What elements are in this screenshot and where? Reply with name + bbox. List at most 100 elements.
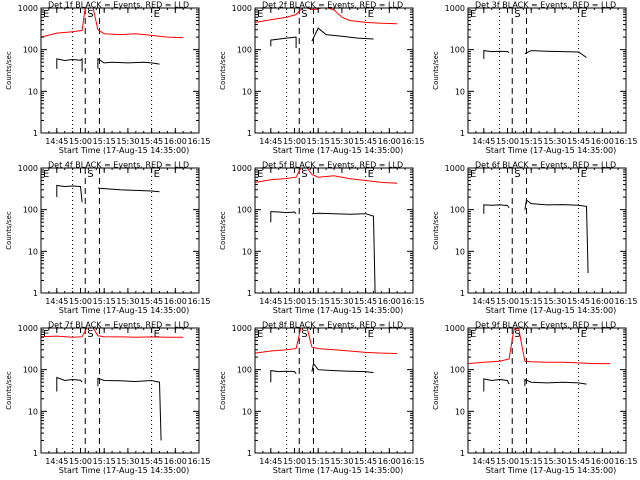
x-tick-label: 15:00 xyxy=(283,297,306,306)
x-axis-label: Start Time (17-Aug-15 14:35:00) xyxy=(59,146,190,155)
events-series-line xyxy=(524,378,587,387)
x-axis-label: Start Time (17-Aug-15 14:35:00) xyxy=(273,146,404,155)
marker-label: E xyxy=(154,9,160,20)
marker-label: E xyxy=(154,329,160,340)
y-tick-label: 1000 xyxy=(18,324,38,333)
events-series-line xyxy=(524,50,587,58)
marker-label: S xyxy=(301,329,307,340)
x-tick-label: 14:45 xyxy=(472,137,495,146)
lld-series-line xyxy=(40,327,184,338)
marker-label: S xyxy=(87,329,93,340)
y-tick-label: 100 xyxy=(450,206,465,215)
x-tick-label: 16:00 xyxy=(378,457,401,466)
events-series-line xyxy=(270,370,297,383)
x-tick-label: 15:00 xyxy=(283,137,306,146)
y-tick-label: 1000 xyxy=(445,324,465,333)
x-tick-label: 15:15 xyxy=(93,457,116,466)
events-series-line xyxy=(311,212,376,294)
y-tick-label: 10 xyxy=(455,247,465,256)
y-axis-label: Counts/sec xyxy=(432,211,440,250)
x-tick-label: 14:45 xyxy=(45,297,68,306)
y-axis-label: Counts/sec xyxy=(5,51,13,90)
marker-label: E xyxy=(43,329,49,340)
events-series-line xyxy=(97,187,160,193)
plot-frame xyxy=(254,327,414,454)
x-tick-label: 15:15 xyxy=(307,137,330,146)
marker-label: S xyxy=(87,169,93,180)
marker-label: E xyxy=(257,329,263,340)
x-axis-label: Start Time (17-Aug-15 14:35:00) xyxy=(273,466,404,475)
x-tick-label: 16:00 xyxy=(378,297,401,306)
events-series-line xyxy=(56,184,83,203)
marker-label: E xyxy=(257,9,263,20)
y-tick-label: 1000 xyxy=(232,4,252,13)
y-tick-label: 1000 xyxy=(445,164,465,173)
x-axis-label: Start Time (17-Aug-15 14:35:00) xyxy=(486,466,617,475)
events-series-line xyxy=(311,362,374,374)
chart-title: Det 8f BLACK = Events, RED = LLD xyxy=(262,321,403,330)
y-tick-label: 10 xyxy=(242,407,252,416)
x-tick-label: 15:15 xyxy=(93,297,116,306)
x-tick-label: 15:30 xyxy=(330,137,353,146)
x-tick-label: 16:15 xyxy=(401,137,424,146)
events-series-line xyxy=(270,211,297,223)
y-tick-label: 1 xyxy=(33,289,38,298)
y-tick-label: 1 xyxy=(247,129,252,138)
x-tick-label: 15:45 xyxy=(140,457,163,466)
marker-label: E xyxy=(470,329,476,340)
x-tick-label: 15:00 xyxy=(496,137,519,146)
y-tick-label: 10 xyxy=(242,87,252,96)
plot-frame xyxy=(40,327,200,454)
lld-series-line xyxy=(254,327,398,354)
x-tick-label: 15:30 xyxy=(116,137,139,146)
x-tick-label: 16:15 xyxy=(401,297,424,306)
x-tick-label: 15:30 xyxy=(330,297,353,306)
x-axis-label: Start Time (17-Aug-15 14:35:00) xyxy=(59,306,190,315)
y-tick-label: 1000 xyxy=(18,4,38,13)
y-axis-label: Counts/sec xyxy=(432,51,440,90)
marker-label: S xyxy=(514,169,520,180)
x-tick-label: 15:00 xyxy=(69,137,92,146)
x-tick-label: 16:00 xyxy=(164,297,187,306)
marker-label: S xyxy=(514,9,520,20)
marker-label: S xyxy=(87,9,93,20)
plot-frame xyxy=(467,167,627,294)
x-tick-label: 16:15 xyxy=(614,137,637,146)
plot-frame xyxy=(254,167,414,294)
marker-label: E xyxy=(154,169,160,180)
x-tick-label: 15:45 xyxy=(354,297,377,306)
events-series-line xyxy=(524,199,589,274)
y-tick-label: 1000 xyxy=(18,164,38,173)
x-tick-label: 14:45 xyxy=(45,457,68,466)
x-tick-label: 15:30 xyxy=(330,457,353,466)
x-tick-label: 15:45 xyxy=(567,297,590,306)
x-tick-label: 15:00 xyxy=(496,457,519,466)
y-tick-label: 1 xyxy=(247,289,252,298)
plot-frame xyxy=(254,7,414,134)
x-tick-label: 15:30 xyxy=(543,137,566,146)
y-tick-label: 10 xyxy=(455,407,465,416)
y-axis-label: Counts/sec xyxy=(219,371,227,410)
marker-label: S xyxy=(514,329,520,340)
events-series-line xyxy=(311,27,374,42)
marker-label: E xyxy=(43,9,49,20)
y-tick-label: 1 xyxy=(460,289,465,298)
marker-label: S xyxy=(301,9,307,20)
x-tick-label: 16:15 xyxy=(614,297,637,306)
x-tick-label: 16:15 xyxy=(614,457,637,466)
marker-label: E xyxy=(581,329,587,340)
marker-label: E xyxy=(257,169,263,180)
x-tick-label: 14:45 xyxy=(259,297,282,306)
x-tick-label: 15:15 xyxy=(520,297,543,306)
x-axis-label: Start Time (17-Aug-15 14:35:00) xyxy=(486,146,617,155)
marker-label: E xyxy=(368,9,374,20)
chart-title: Det 9f BLACK = Events, RED = LLD xyxy=(475,321,616,330)
events-series-line xyxy=(483,378,510,392)
events-series-line xyxy=(483,50,510,59)
